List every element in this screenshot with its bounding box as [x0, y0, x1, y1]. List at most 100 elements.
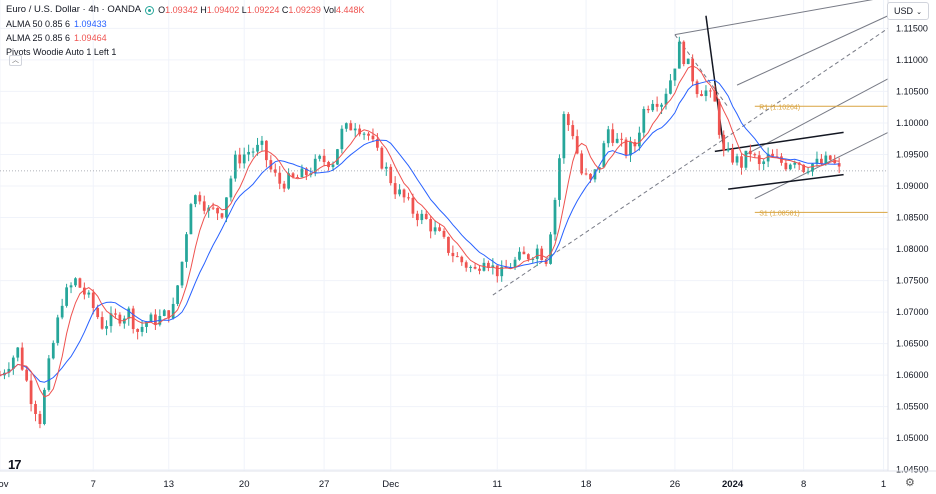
candle-body [296, 177, 299, 179]
candle-body [202, 201, 206, 211]
legend-pivots[interactable]: Pivots Woodie Auto 1 Left 1 [6, 45, 364, 59]
x-tick-label: 7 [91, 479, 96, 490]
candle-body [535, 248, 539, 259]
x-tick-label: 11 [492, 479, 502, 490]
candle-body [167, 310, 171, 319]
candle-body [51, 342, 55, 359]
candle-body [735, 156, 739, 163]
y-tick-label: 1.04500 [896, 465, 929, 475]
candle-body [766, 153, 770, 162]
channel-mid-upper [736, 15, 889, 86]
candle-body [748, 150, 752, 155]
candle-body [655, 103, 659, 107]
candle-body [500, 266, 504, 277]
candle-body [189, 204, 193, 235]
candle-body [717, 101, 721, 135]
candle-body [424, 213, 428, 220]
legend-alma50[interactable]: ALMA 50 0.85 6 1.09433 [6, 17, 364, 31]
candle-body [60, 305, 64, 318]
candle-body [566, 114, 570, 126]
candle-body [127, 308, 131, 319]
candle-body [513, 259, 517, 268]
candle-body [233, 154, 237, 179]
candle-body [300, 168, 304, 178]
x-tick-label: Dec [382, 479, 399, 490]
trend-line-lower [728, 173, 844, 190]
candle-body [731, 148, 734, 163]
candle-body [469, 266, 473, 268]
candle-body [518, 251, 521, 260]
candle-body [673, 68, 677, 81]
time-axis: Nov 7 13 20 27 Dec 11 18 26 2024 8 1 [0, 470, 936, 490]
candle-body [651, 103, 655, 111]
y-tick-label: 1.11000 [896, 55, 928, 65]
candle-body [487, 262, 490, 268]
candle-body [185, 234, 188, 262]
candle-body [56, 317, 60, 343]
candle-body [180, 261, 184, 286]
candle-body [87, 292, 91, 295]
candle-body [611, 129, 615, 143]
symbol-name: Euro / U.S. Dollar · 4h · OANDA [6, 4, 142, 15]
gear-icon[interactable]: ⚙ [905, 477, 915, 489]
candle-body [140, 326, 144, 332]
candle-body [793, 162, 797, 165]
candle-body [193, 195, 197, 205]
candle-body [198, 195, 202, 202]
pivot-label: R1 (1.10264) [759, 104, 800, 111]
candle-body [149, 314, 153, 323]
y-tick-label: 1.05000 [896, 433, 929, 443]
candle-body [322, 155, 326, 163]
candle-body [624, 139, 628, 156]
candle-body [704, 90, 708, 97]
candle-body [282, 183, 286, 189]
chart-legend: Euro / U.S. Dollar · 4h · OANDA O1.09342… [6, 3, 364, 59]
candle-body [526, 254, 530, 260]
candle-body [216, 207, 219, 214]
candle-body [620, 138, 623, 140]
candle-body [313, 158, 317, 174]
candle-body [478, 268, 481, 271]
candle-body [371, 135, 375, 140]
currency-label: USD [894, 6, 914, 16]
candle-body [571, 125, 575, 137]
channel-mid [745, 78, 889, 155]
candle-body [762, 161, 766, 165]
candle-body [384, 166, 388, 169]
y-tick-label: 1.09000 [896, 181, 929, 191]
candle-body [242, 154, 246, 164]
candle-body [615, 138, 619, 143]
legend-alma25[interactable]: ALMA 25 0.85 6 1.09464 [6, 31, 364, 45]
candle-body [709, 90, 712, 92]
candle-body [154, 314, 157, 325]
candle-body [646, 108, 650, 111]
y-tick-label: 1.08500 [896, 213, 929, 223]
tradingview-logo-icon[interactable]: 17 [8, 457, 22, 472]
candle-body [171, 303, 175, 319]
candle-body [393, 183, 397, 195]
candle-body [558, 158, 561, 200]
currency-button[interactable]: USD ⌄ [887, 2, 929, 20]
legend-symbol-row[interactable]: Euro / U.S. Dollar · 4h · OANDA O1.09342… [6, 3, 364, 17]
candle-body [349, 123, 353, 131]
candle-body [74, 278, 77, 286]
candle-body [682, 41, 686, 65]
candle-body [686, 58, 690, 65]
candle-body [287, 173, 290, 189]
chart-grid [0, 0, 888, 471]
candle-body [69, 285, 73, 288]
candle-body [695, 81, 699, 95]
candle-body [602, 143, 606, 168]
candle-body [47, 358, 51, 390]
channel-upper [674, 0, 874, 36]
chevron-up-icon[interactable]: ︿ [9, 55, 22, 66]
candle-body [82, 287, 86, 295]
candle-body [833, 159, 837, 164]
y-tick-label: 1.05500 [896, 402, 929, 412]
x-tick-label: 26 [670, 479, 681, 490]
candle-body [771, 153, 774, 157]
candle-body [100, 317, 104, 329]
candle-body [433, 227, 437, 232]
candle-body [757, 155, 761, 165]
